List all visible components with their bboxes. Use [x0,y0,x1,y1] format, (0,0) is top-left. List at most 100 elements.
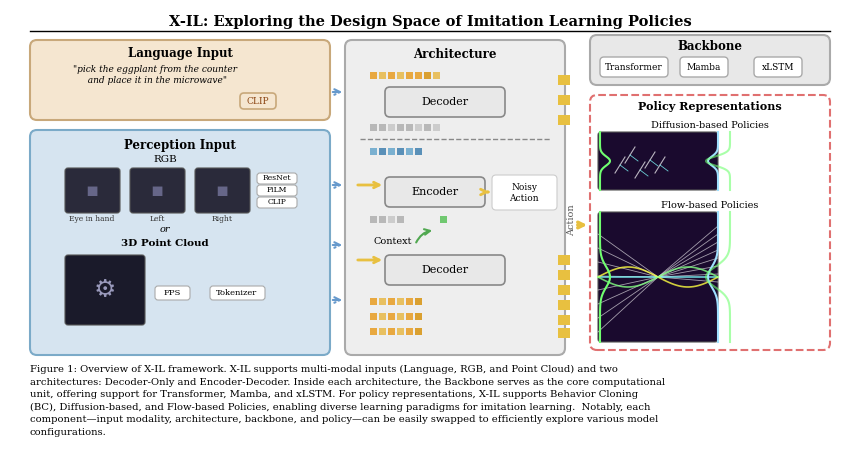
FancyBboxPatch shape [65,255,145,325]
Bar [388,148,395,155]
Bar [379,328,386,335]
Bar [424,72,431,79]
Text: Left: Left [150,215,164,223]
Bar [397,328,404,335]
Bar [558,95,570,105]
Bar [370,216,377,223]
Bar [558,115,570,125]
Bar [558,328,570,338]
Bar [388,216,395,223]
Bar [424,124,431,131]
Bar [370,313,377,320]
Bar [397,124,404,131]
Bar [433,124,440,131]
Bar [379,298,386,305]
FancyBboxPatch shape [590,95,830,350]
Bar [406,298,413,305]
Text: xLSTM: xLSTM [762,63,795,72]
Bar [397,298,404,305]
Bar [388,298,395,305]
Bar [406,328,413,335]
Bar [558,285,570,295]
Text: Action: Action [568,204,576,236]
Bar [370,298,377,305]
Bar [370,148,377,155]
FancyBboxPatch shape [240,93,276,109]
Text: RGB: RGB [153,155,177,164]
FancyBboxPatch shape [598,212,718,342]
Text: Diffusion-based Policies: Diffusion-based Policies [651,121,769,130]
FancyBboxPatch shape [385,255,505,285]
Bar [370,124,377,131]
FancyBboxPatch shape [257,185,297,196]
Bar [379,148,386,155]
Text: ▪: ▪ [215,181,229,200]
Bar [388,313,395,320]
Text: ▪: ▪ [150,181,163,200]
Text: Right: Right [212,215,232,223]
Text: Figure 1: Overview of X-IL framework. X-IL supports multi-modal inputs (Language: Figure 1: Overview of X-IL framework. X-… [30,365,665,437]
Bar [379,124,386,131]
Bar [370,72,377,79]
FancyBboxPatch shape [590,35,830,85]
Text: X-IL: Exploring the Design Space of Imitation Learning Policies: X-IL: Exploring the Design Space of Imit… [169,15,691,29]
Bar [558,270,570,280]
Text: Transformer: Transformer [605,63,663,72]
Text: FiLM: FiLM [267,187,287,194]
Text: Architecture: Architecture [414,48,497,61]
Bar [397,148,404,155]
FancyBboxPatch shape [385,177,485,207]
Text: Perception Input: Perception Input [124,139,236,152]
Text: 3D Point Cloud: 3D Point Cloud [121,238,209,247]
Text: Tokenizer: Tokenizer [217,289,258,297]
Text: Backbone: Backbone [678,40,742,54]
Bar [440,216,447,223]
Bar [433,72,440,79]
Bar [558,255,570,265]
Text: CLIP: CLIP [247,96,269,105]
FancyBboxPatch shape [130,168,185,213]
FancyBboxPatch shape [598,132,718,190]
Text: Noisy
Action: Noisy Action [509,183,539,203]
FancyBboxPatch shape [257,173,297,184]
FancyBboxPatch shape [492,175,557,210]
Text: ⚙: ⚙ [94,278,116,302]
FancyBboxPatch shape [65,168,120,213]
Bar [415,148,422,155]
Bar [415,298,422,305]
Bar [558,300,570,310]
FancyBboxPatch shape [754,57,802,77]
FancyBboxPatch shape [30,130,330,355]
Bar [379,72,386,79]
Bar [388,72,395,79]
Text: FPS: FPS [163,289,181,297]
FancyBboxPatch shape [30,40,330,120]
FancyBboxPatch shape [385,87,505,117]
Text: Context: Context [374,237,412,246]
Bar [406,148,413,155]
Bar [406,313,413,320]
Text: Mamba: Mamba [687,63,722,72]
FancyBboxPatch shape [345,40,565,355]
Text: ▪: ▪ [85,181,99,200]
FancyBboxPatch shape [195,168,250,213]
Text: Policy Representations: Policy Representations [638,102,782,113]
Bar [388,124,395,131]
Text: ResNet: ResNet [263,174,292,182]
FancyBboxPatch shape [155,286,190,300]
FancyBboxPatch shape [600,57,668,77]
Bar [370,328,377,335]
Bar [379,216,386,223]
Bar [397,216,404,223]
Bar [558,315,570,325]
Text: Decoder: Decoder [421,265,469,275]
Text: or: or [160,226,170,235]
Bar [397,72,404,79]
Text: Decoder: Decoder [421,97,469,107]
FancyBboxPatch shape [257,197,297,208]
Text: Encoder: Encoder [411,187,458,197]
FancyBboxPatch shape [680,57,728,77]
Bar [397,313,404,320]
Text: CLIP: CLIP [267,199,286,207]
Bar [406,72,413,79]
